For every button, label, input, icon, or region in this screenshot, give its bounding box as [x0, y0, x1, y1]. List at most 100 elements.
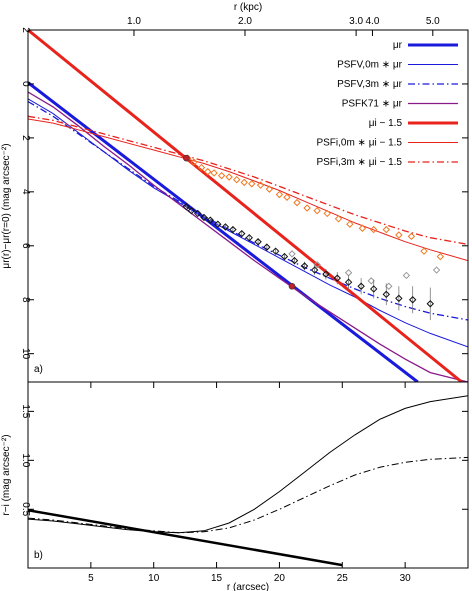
point [333, 274, 341, 282]
x2-tick-label: 5.0 [426, 16, 440, 27]
point [344, 269, 353, 277]
point [436, 252, 445, 261]
x2-tick-label: 1.0 [127, 16, 141, 27]
point [310, 266, 319, 274]
point [271, 247, 280, 255]
legend-label: PSFi,0m ∗ μi − 1.5 [316, 138, 402, 149]
series-line [28, 118, 468, 262]
y-tick-label: 8 [20, 297, 31, 303]
point [221, 223, 230, 231]
series-line [28, 98, 468, 348]
point [225, 173, 233, 181]
x2-tick-label: 4.0 [366, 16, 380, 27]
point [323, 209, 331, 218]
point [293, 198, 301, 207]
point [407, 232, 416, 241]
point [370, 285, 378, 293]
y-axis-label: μr(r)−μr(r=0) (mag arcsec⁻²) [1, 143, 12, 268]
x-tick-label: 25 [337, 573, 349, 584]
series-line [28, 456, 468, 534]
point [183, 154, 190, 162]
point [187, 207, 196, 215]
y-tick-label: 2 [20, 27, 31, 33]
y-tick-label: 1.0 [20, 453, 31, 467]
series-line [28, 30, 463, 382]
point [283, 193, 291, 201]
point [265, 185, 274, 193]
point [395, 231, 403, 239]
point [197, 163, 206, 172]
point [256, 181, 265, 189]
series-line [28, 395, 468, 534]
point [238, 229, 246, 238]
point [334, 215, 343, 223]
point [206, 216, 214, 224]
panel-frame [27, 381, 469, 569]
point [245, 233, 253, 242]
legend-label: PSFi,3m ∗ μi − 1.5 [316, 157, 402, 168]
x-tick-label: 20 [274, 573, 286, 584]
point [210, 169, 218, 177]
point [280, 252, 289, 261]
point [426, 300, 434, 308]
point [182, 202, 191, 211]
y-tick-label: 0 [20, 81, 31, 87]
plot-area [28, 30, 468, 382]
y-tick-label: 0.5 [20, 502, 31, 516]
point [240, 178, 248, 187]
plot-area [28, 395, 468, 567]
point [263, 243, 271, 251]
x-tick-label: 30 [400, 573, 412, 584]
y-tick-label: 1.5 [20, 404, 31, 418]
point [395, 294, 403, 303]
legend-label: PSFV,3m ∗ μr [337, 79, 403, 90]
point [288, 282, 296, 290]
legend-label: μi − 1.5 [369, 118, 403, 129]
point [402, 271, 411, 280]
y-tick-label: 10 [20, 348, 31, 360]
series-line [28, 508, 343, 567]
point [200, 213, 208, 222]
point [357, 282, 365, 290]
x-tick-label: 15 [211, 573, 223, 584]
point [275, 190, 284, 199]
point [254, 238, 262, 246]
point [382, 225, 390, 234]
x-axis-label: r (arcsec) [227, 582, 269, 591]
x2-tick-label: 3.0 [349, 16, 363, 27]
y-tick-label: 4 [20, 189, 31, 195]
y-tick-label: 2 [20, 135, 31, 141]
point [303, 204, 311, 212]
point [420, 247, 428, 255]
y-axis-label: r−i (mag arcsec⁻²) [1, 434, 12, 515]
point [248, 180, 256, 188]
point [322, 270, 330, 278]
legend-label: PSFV,0m ∗ μr [337, 60, 403, 71]
point [313, 207, 321, 215]
point [344, 278, 353, 286]
legend-label: PSFK71 ∗ μr [342, 99, 403, 110]
point [190, 158, 198, 166]
point [358, 224, 367, 232]
x-tick-label: 5 [88, 573, 94, 584]
point [288, 250, 296, 258]
y-tick-label: 6 [20, 243, 31, 249]
series-line [28, 91, 468, 382]
point [214, 220, 222, 228]
panel-label: a) [34, 364, 43, 375]
series-line [28, 115, 468, 246]
point [432, 266, 441, 274]
point [300, 262, 309, 270]
point [346, 220, 354, 228]
point [290, 256, 299, 265]
point [313, 260, 321, 269]
legend-label: μr [393, 40, 403, 51]
point [217, 171, 226, 180]
point [370, 225, 378, 234]
point [229, 225, 237, 234]
x2-tick-label: 2.0 [238, 16, 252, 27]
point [204, 167, 212, 176]
panel-label: b) [34, 550, 43, 561]
x2-axis-label: r (kpc) [234, 2, 262, 13]
